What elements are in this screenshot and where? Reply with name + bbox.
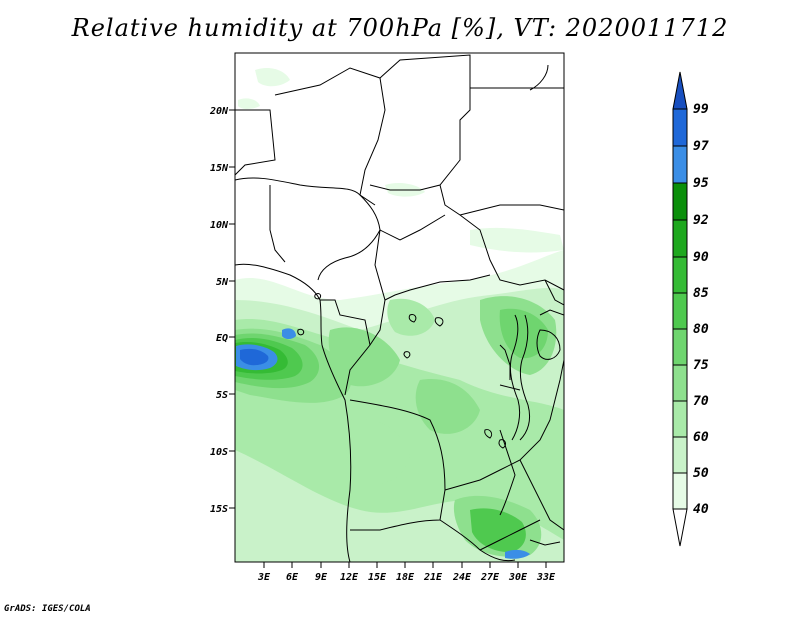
humidity-field [235, 53, 564, 562]
colorbar-label: 95 [693, 176, 709, 191]
colorbar-label: 92 [693, 213, 709, 228]
colorbar-swatch [672, 292, 688, 330]
colorbar-swatch [672, 364, 688, 402]
colorbar-label: 80 [693, 322, 709, 337]
lon-label: 30E [508, 572, 528, 583]
lon-label: 15E [368, 572, 387, 583]
colorbar-swatch [672, 256, 688, 294]
lon-label: 6E [286, 572, 299, 583]
lon-label: 27E [480, 572, 500, 583]
lon-label: 12E [340, 572, 359, 583]
colorbar-label: 99 [693, 102, 709, 117]
borders [235, 54, 564, 562]
colorbar-swatch [672, 108, 688, 147]
colorbar-label: 50 [693, 466, 709, 481]
lat-label: 15S [210, 504, 228, 515]
colorbar-swatch [672, 400, 688, 438]
lat-label: EQ [216, 333, 228, 344]
lon-axis [263, 562, 547, 568]
colorbar-swatch [672, 508, 688, 547]
lat-label: 10S [210, 447, 228, 458]
lat-label: 15N [210, 163, 229, 174]
colorbar-label: 70 [693, 394, 709, 409]
grads-credit: GrADS: IGES/COLA [4, 604, 91, 614]
colorbar-swatch [672, 71, 688, 110]
colorbar-label: 97 [693, 139, 709, 154]
colorbar-swatch [672, 472, 688, 510]
lat-label: 10N [210, 220, 229, 231]
colorbar-swatch [672, 145, 688, 184]
lat-label: 20N [209, 106, 229, 117]
colorbar-swatch [672, 219, 688, 258]
map-title: Relative humidity at 700hPa [%], VT: 202… [71, 14, 729, 42]
lat-label: 5S [216, 390, 228, 401]
colorbar-label: 40 [693, 502, 709, 517]
colorbar-swatch [672, 328, 688, 366]
map-frame [234, 52, 565, 563]
lon-label: 33E [536, 572, 556, 583]
colorbar-swatch [672, 436, 688, 474]
colorbar-swatch [672, 182, 688, 221]
colorbar-label: 90 [693, 250, 709, 265]
colorbar-label: 75 [693, 358, 709, 373]
lon-label: 21E [423, 572, 443, 583]
lat-label: 5N [216, 277, 229, 288]
lon-label: 18E [396, 572, 415, 583]
lat-axis [229, 109, 235, 509]
lon-label: 24E [452, 572, 472, 583]
colorbar [672, 71, 688, 547]
lon-label: 9E [315, 572, 328, 583]
lon-label: 3E [257, 572, 271, 583]
colorbar-label: 85 [693, 286, 709, 301]
colorbar-label: 60 [693, 430, 709, 445]
